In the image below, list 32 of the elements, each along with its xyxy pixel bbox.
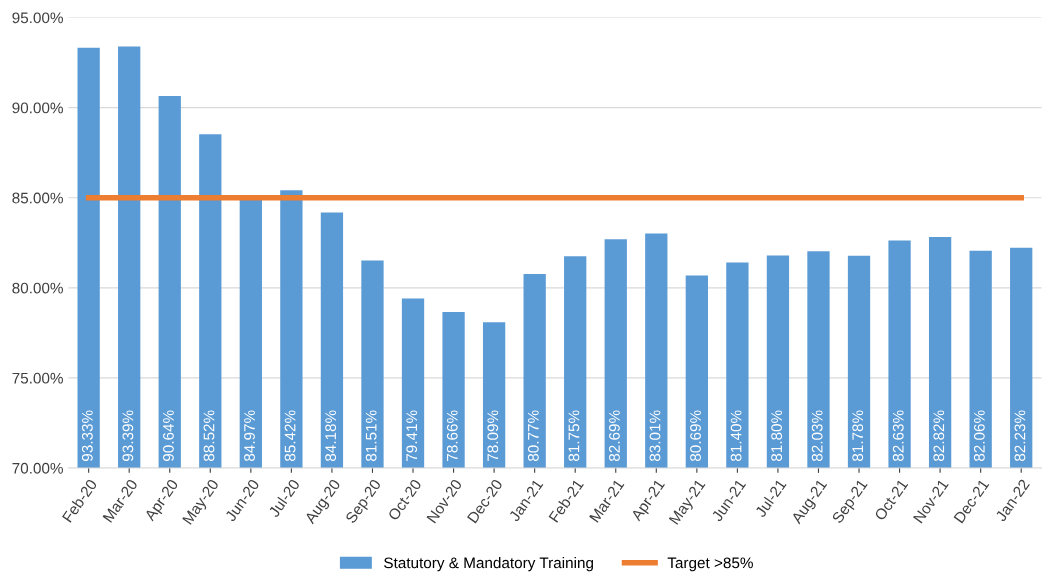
data-label: 93.33%	[81, 410, 93, 461]
data-label: 82.06%	[973, 410, 985, 462]
y-tick-label: 95.00%	[12, 12, 63, 24]
data-label: 82.63%	[892, 410, 904, 462]
data-label: 79.41%	[406, 410, 418, 461]
data-label: 80.69%	[690, 410, 701, 462]
data-label: 82.23%	[1014, 410, 1026, 462]
data-label: 90.64%	[163, 410, 174, 461]
data-label: 81.51%	[365, 410, 377, 462]
y-tick-label: 70.00%	[12, 462, 63, 474]
data-label: 81.78%	[852, 410, 864, 462]
y-tick-label: 75.00%	[12, 372, 63, 384]
legend-label: Target >85%	[667, 557, 753, 572]
y-tick-label: 90.00%	[12, 102, 63, 114]
data-label: 83.01%	[649, 410, 661, 462]
data-label: 84.18%	[325, 410, 337, 462]
data-label: 80.77%	[527, 410, 539, 462]
data-label: 82.69%	[609, 410, 620, 462]
y-tick-label: 85.00%	[12, 192, 63, 204]
data-label: 82.03%	[811, 410, 823, 462]
data-label: 81.75%	[568, 410, 580, 462]
legend-label: Statutory & Mandatory Training	[384, 557, 593, 572]
data-label: 84.97%	[244, 410, 255, 462]
y-tick-label: 80.00%	[12, 282, 63, 294]
data-label: 78.09%	[487, 410, 499, 461]
data-label: 82.82%	[933, 410, 945, 462]
data-label: 78.66%	[446, 410, 458, 461]
data-label: 88.52%	[203, 410, 215, 462]
data-label: 93.39%	[122, 410, 134, 461]
data-label: 85.42%	[284, 410, 296, 462]
data-label: 81.40%	[730, 410, 742, 462]
data-label: 81.80%	[771, 410, 783, 462]
